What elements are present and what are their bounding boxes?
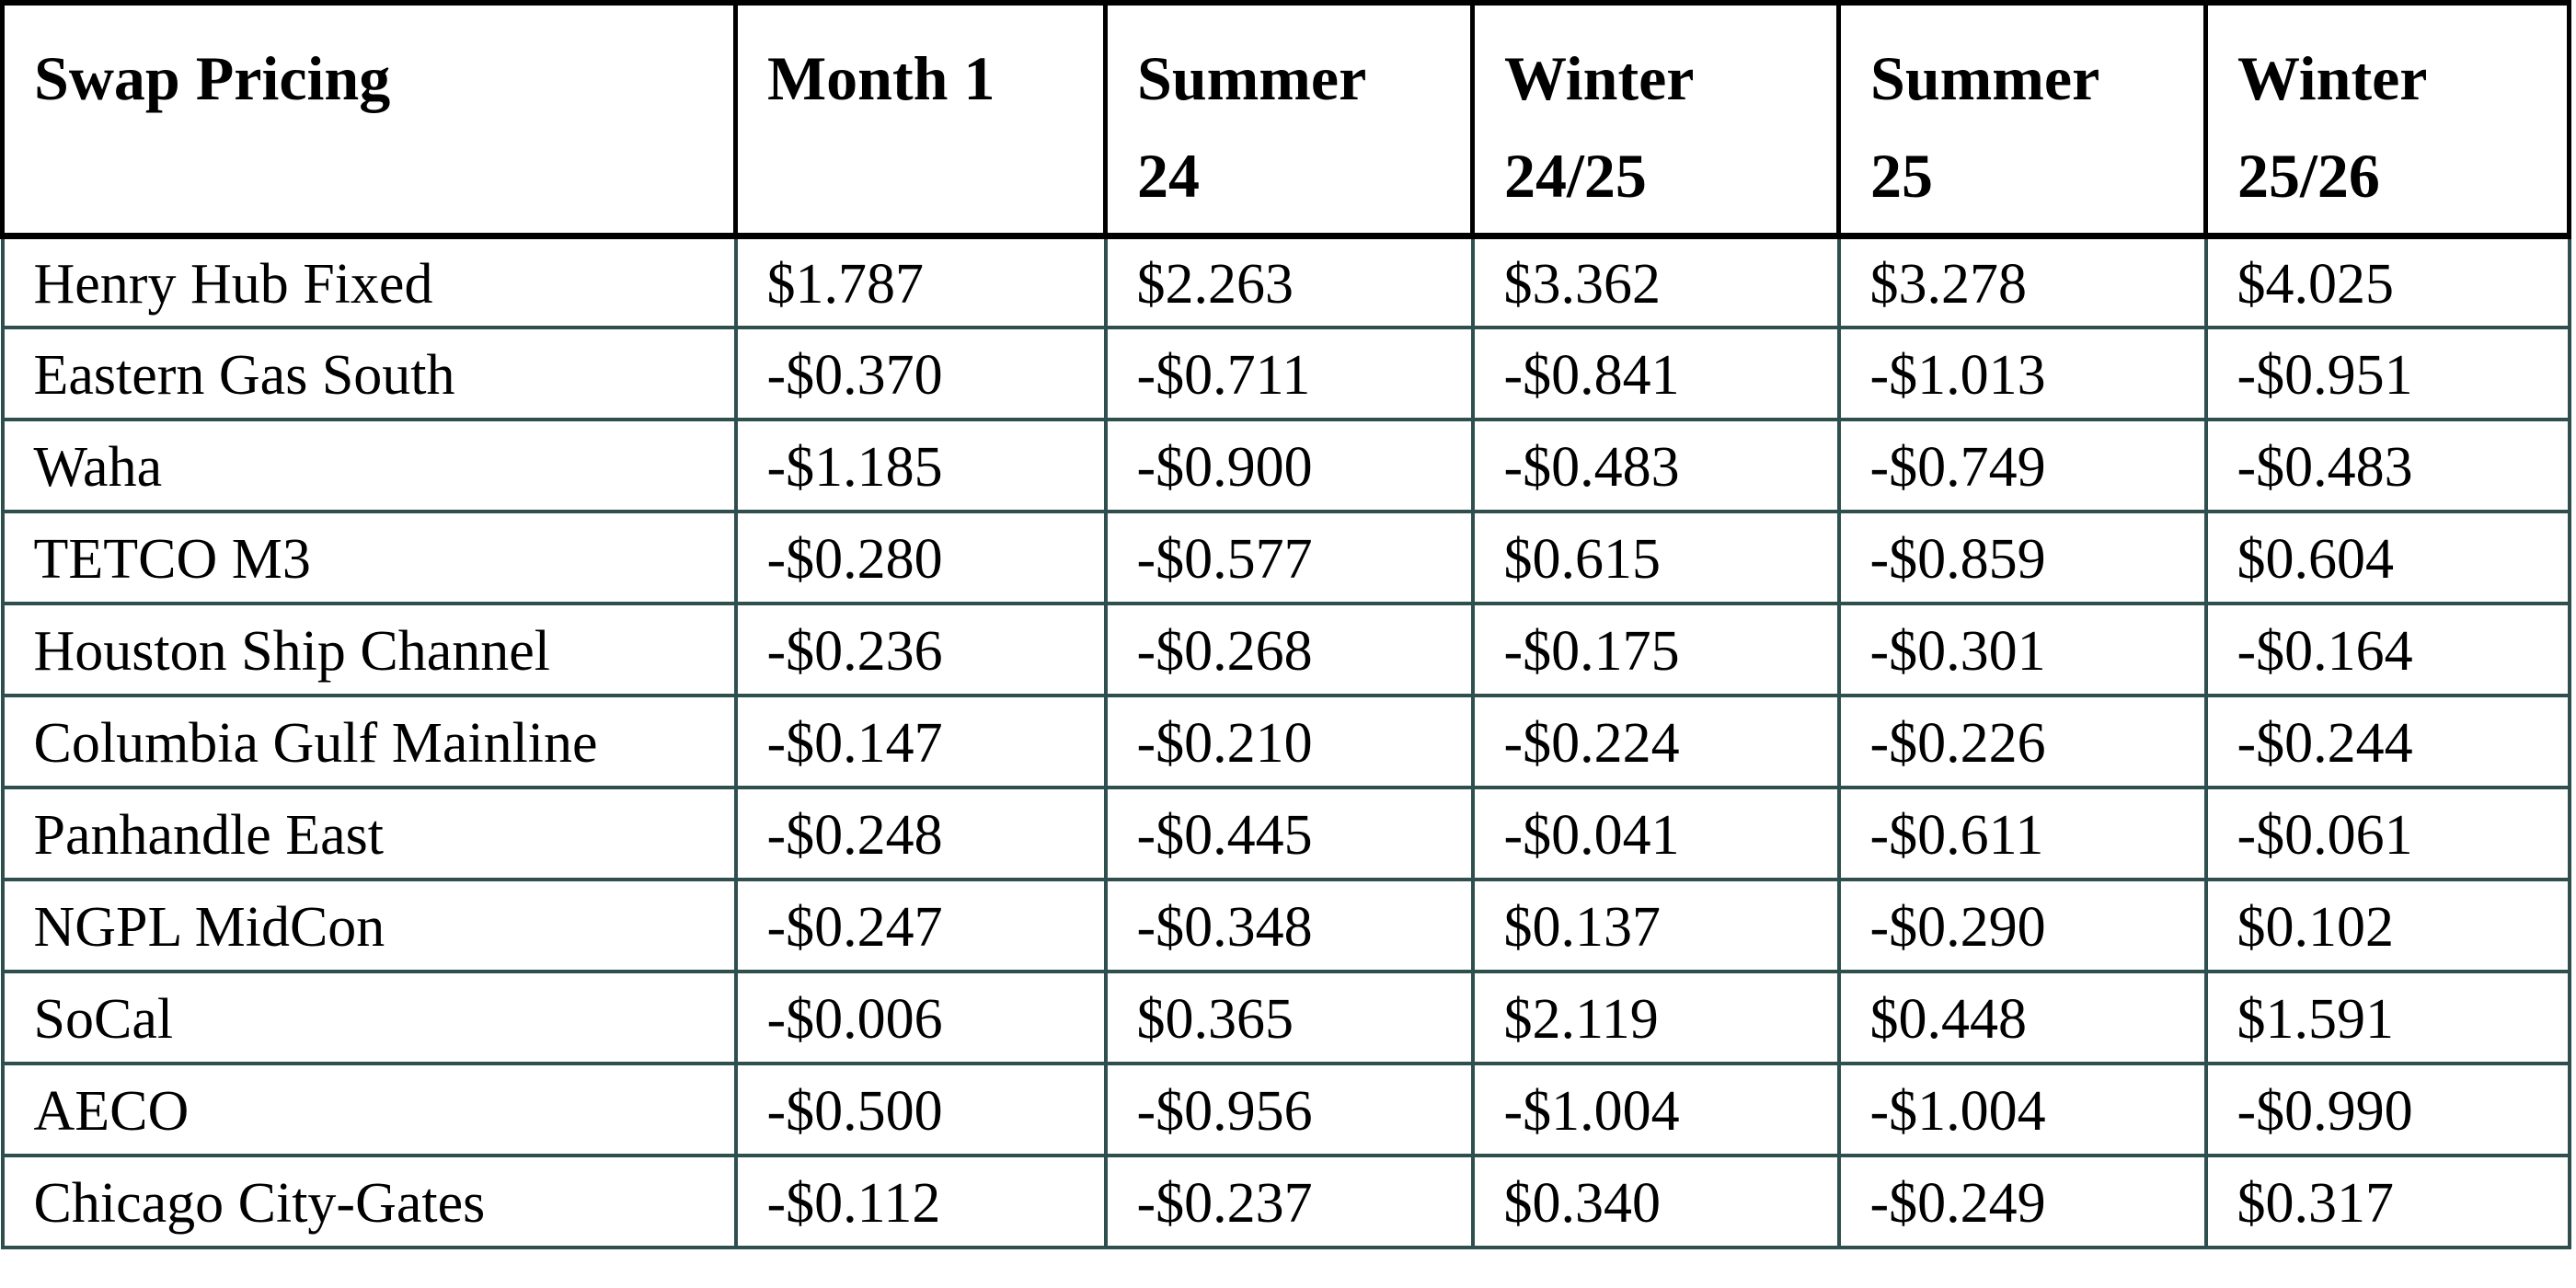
price-cell: $1.591	[2203, 970, 2571, 1065]
table-header: Swap Pricing Month 1 Summer 24 Winter 24…	[0, 0, 2571, 239]
row-label: Waha	[0, 418, 738, 513]
price-cell: -$0.041	[1470, 786, 1841, 881]
price-cell: -$0.175	[1470, 602, 1841, 697]
price-cell: $0.604	[2203, 510, 2571, 605]
price-cell: -$0.006	[733, 970, 1108, 1065]
table-row: NGPL MidCon -$0.247 -$0.348 $0.137 -$0.2…	[0, 878, 2571, 973]
price-cell: -$0.280	[733, 510, 1108, 605]
price-cell: -$0.147	[733, 694, 1108, 789]
price-cell: $0.102	[2203, 878, 2571, 973]
price-cell: -$0.268	[1103, 602, 1475, 697]
price-cell: -$0.237	[1103, 1154, 1475, 1249]
price-cell: $4.025	[2203, 234, 2571, 329]
price-cell: -$0.951	[2203, 326, 2571, 421]
price-cell: -$0.249	[1836, 1154, 2208, 1249]
price-cell: -$0.749	[1836, 418, 2208, 513]
price-cell: -$0.247	[733, 878, 1108, 973]
price-cell: -$0.248	[733, 786, 1108, 881]
table-row: Houston Ship Channel -$0.236 -$0.268 -$0…	[0, 602, 2571, 697]
price-cell: $1.787	[733, 234, 1108, 329]
row-label: TETCO M3	[0, 510, 738, 605]
price-cell: -$0.210	[1103, 694, 1475, 789]
price-cell: $0.615	[1470, 510, 1841, 605]
price-cell: -$0.483	[2203, 418, 2571, 513]
price-cell: -$1.185	[733, 418, 1108, 513]
row-label: NGPL MidCon	[0, 878, 738, 973]
header-row: Swap Pricing Month 1 Summer 24 Winter 24…	[0, 0, 2571, 239]
table-row: Columbia Gulf Mainline -$0.147 -$0.210 -…	[0, 694, 2571, 789]
price-cell: -$0.224	[1470, 694, 1841, 789]
price-cell: $2.119	[1470, 970, 1841, 1065]
price-cell: $2.263	[1103, 234, 1475, 329]
row-label: SoCal	[0, 970, 738, 1065]
table-body: Henry Hub Fixed $1.787 $2.263 $3.362 $3.…	[0, 234, 2571, 1249]
table-title-cell: Swap Pricing	[0, 0, 738, 239]
price-cell: -$0.500	[733, 1062, 1108, 1157]
row-label: Henry Hub Fixed	[0, 234, 738, 329]
price-cell: -$0.900	[1103, 418, 1475, 513]
price-cell: $0.317	[2203, 1154, 2571, 1249]
price-cell: -$0.370	[733, 326, 1108, 421]
price-cell: -$0.244	[2203, 694, 2571, 789]
table-row: Panhandle East -$0.248 -$0.445 -$0.041 -…	[0, 786, 2571, 881]
table-row: Henry Hub Fixed $1.787 $2.263 $3.362 $3.…	[0, 234, 2571, 329]
price-cell: -$0.711	[1103, 326, 1475, 421]
price-cell: -$0.290	[1836, 878, 2208, 973]
price-cell: $0.340	[1470, 1154, 1841, 1249]
column-header-month-1: Month 1	[733, 0, 1108, 239]
swap-pricing-table: Swap Pricing Month 1 Summer 24 Winter 24…	[0, 0, 2571, 1249]
price-cell: -$0.611	[1836, 786, 2208, 881]
price-cell: -$0.483	[1470, 418, 1841, 513]
column-header-summer-25: Summer 25	[1836, 0, 2208, 239]
table-row: TETCO M3 -$0.280 -$0.577 $0.615 -$0.859 …	[0, 510, 2571, 605]
price-cell: -$0.226	[1836, 694, 2208, 789]
price-cell: -$0.990	[2203, 1062, 2571, 1157]
price-cell: -$0.841	[1470, 326, 1841, 421]
price-cell: $0.365	[1103, 970, 1475, 1065]
column-header-summer-24: Summer 24	[1103, 0, 1475, 239]
price-cell: -$0.112	[733, 1154, 1108, 1249]
row-label: AECO	[0, 1062, 738, 1157]
price-cell: $0.448	[1836, 970, 2208, 1065]
price-cell: -$0.956	[1103, 1062, 1475, 1157]
table-row: SoCal -$0.006 $0.365 $2.119 $0.448 $1.59…	[0, 970, 2571, 1065]
price-cell: -$1.004	[1836, 1062, 2208, 1157]
price-cell: -$0.577	[1103, 510, 1475, 605]
row-label: Panhandle East	[0, 786, 738, 881]
row-label: Chicago City-Gates	[0, 1154, 738, 1249]
column-header-winter-25-26: Winter 25/26	[2203, 0, 2571, 239]
row-label: Columbia Gulf Mainline	[0, 694, 738, 789]
price-cell: -$0.348	[1103, 878, 1475, 973]
price-cell: $3.278	[1836, 234, 2208, 329]
table-row: Eastern Gas South -$0.370 -$0.711 -$0.84…	[0, 326, 2571, 421]
price-cell: $0.137	[1470, 878, 1841, 973]
price-cell: -$0.301	[1836, 602, 2208, 697]
price-cell: -$1.004	[1470, 1062, 1841, 1157]
column-header-winter-24-25: Winter 24/25	[1470, 0, 1841, 239]
price-cell: $3.362	[1470, 234, 1841, 329]
price-cell: -$0.236	[733, 602, 1108, 697]
price-cell: -$0.061	[2203, 786, 2571, 881]
row-label: Houston Ship Channel	[0, 602, 738, 697]
table-row: AECO -$0.500 -$0.956 -$1.004 -$1.004 -$0…	[0, 1062, 2571, 1157]
table-row: Chicago City-Gates -$0.112 -$0.237 $0.34…	[0, 1154, 2571, 1249]
price-cell: -$0.164	[2203, 602, 2571, 697]
price-cell: -$1.013	[1836, 326, 2208, 421]
row-label: Eastern Gas South	[0, 326, 738, 421]
table-row: Waha -$1.185 -$0.900 -$0.483 -$0.749 -$0…	[0, 418, 2571, 513]
price-cell: -$0.859	[1836, 510, 2208, 605]
price-cell: -$0.445	[1103, 786, 1475, 881]
